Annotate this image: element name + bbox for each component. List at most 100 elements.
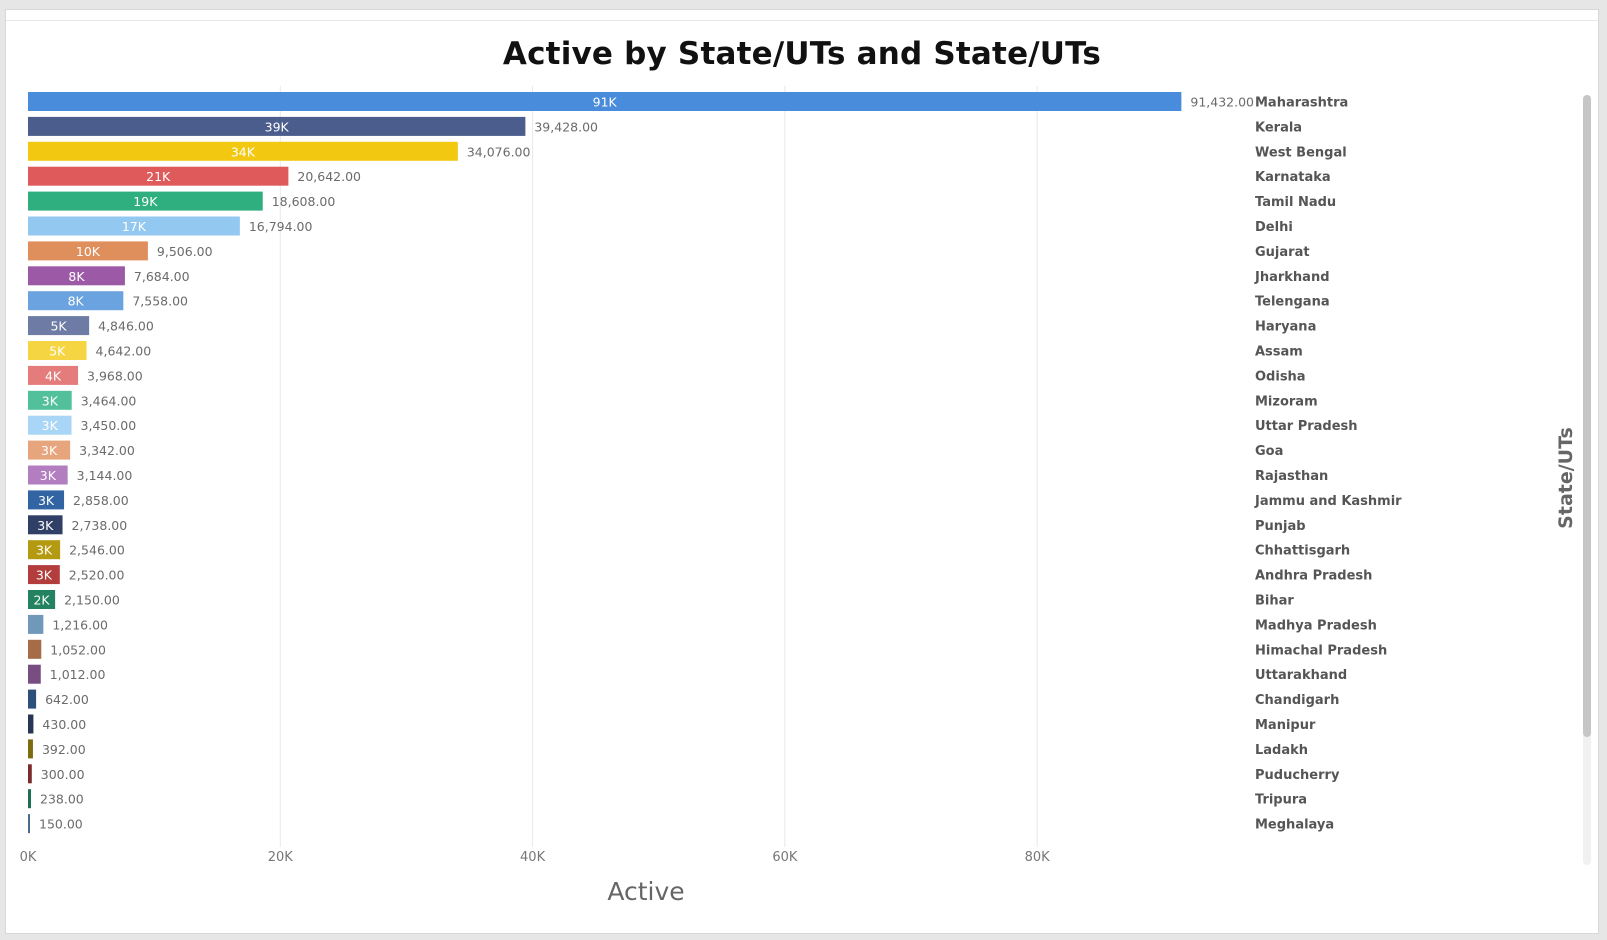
vertical-scrollbar[interactable] xyxy=(1583,95,1591,865)
y-axis-title: State/UTs xyxy=(1555,427,1577,529)
bar-inner-label: 4K xyxy=(45,368,62,383)
bar xyxy=(28,191,263,211)
category-label: Mizoram xyxy=(1255,394,1318,409)
bar-inner-label: 3K xyxy=(42,393,59,408)
category-label: Delhi xyxy=(1255,220,1293,235)
bar-value-label: 430.00 xyxy=(42,717,86,732)
bar-value-label: 3,464.00 xyxy=(81,393,137,408)
bar xyxy=(28,490,65,510)
bar-value-label: 3,144.00 xyxy=(77,468,133,483)
bar-inner-label: 39K xyxy=(265,119,290,134)
bar-value-label: 392.00 xyxy=(42,742,86,757)
category-label: Puducherry xyxy=(1255,768,1340,783)
bar-inner-label: 3K xyxy=(37,518,54,533)
category-label: Punjab xyxy=(1255,519,1306,534)
bar xyxy=(28,116,526,136)
bar xyxy=(28,814,30,834)
bar xyxy=(28,689,37,709)
bar xyxy=(28,415,72,435)
category-label: Assam xyxy=(1255,345,1303,360)
bar-inner-label: 8K xyxy=(68,294,85,309)
bar-inner-label: 17K xyxy=(122,219,147,234)
bar-inner-label: 2K xyxy=(33,593,50,608)
bar-value-label: 3,342.00 xyxy=(79,443,135,458)
bar xyxy=(28,316,90,336)
scrollbar-thumb[interactable] xyxy=(1583,95,1591,737)
bar-inner-label: 3K xyxy=(41,443,58,458)
bar-value-label: 642.00 xyxy=(45,692,89,707)
bar-value-label: 39,428.00 xyxy=(534,119,598,134)
bar-value-label: 4,642.00 xyxy=(96,344,152,359)
category-label: Chhattisgarh xyxy=(1255,544,1350,559)
bars xyxy=(28,92,1182,834)
category-label: Andhra Pradesh xyxy=(1255,569,1372,584)
bar-value-label: 18,608.00 xyxy=(272,194,336,209)
bar xyxy=(28,540,61,560)
bar xyxy=(28,515,63,535)
bar xyxy=(28,639,42,659)
bar xyxy=(28,739,33,759)
bar-inner-label: 10K xyxy=(76,244,101,259)
bar-value-label: 7,558.00 xyxy=(132,294,188,309)
bar-inner-label: 19K xyxy=(133,194,158,209)
bar-value-label: 238.00 xyxy=(40,792,84,807)
bar-inner-label: 3K xyxy=(36,568,53,583)
x-tick-label: 0K xyxy=(20,850,37,865)
category-label: Ladakh xyxy=(1255,743,1308,758)
bar-value-label: 300.00 xyxy=(41,767,85,782)
bar-inner-label: 3K xyxy=(42,418,59,433)
bar-value-label: 16,794.00 xyxy=(249,219,313,234)
bar-value-label: 4,846.00 xyxy=(98,319,154,334)
x-tick-label: 80K xyxy=(1025,850,1051,865)
bar-value-label: 2,858.00 xyxy=(73,493,129,508)
category-label: Manipur xyxy=(1255,718,1316,733)
category-label: Karnataka xyxy=(1255,170,1331,185)
bar xyxy=(28,92,1182,111)
x-axis-ticks: 0K 20K 40K 60K 80K xyxy=(20,850,1051,865)
bar xyxy=(28,764,32,784)
bar xyxy=(28,216,240,236)
category-label: Uttarakhand xyxy=(1255,668,1347,683)
bar xyxy=(28,166,289,186)
bar-value-label: 1,052.00 xyxy=(50,642,106,657)
bar xyxy=(28,590,56,609)
bar-chart: 91K39K34K21K19K17K10K8K8K5K5K4K3K3K3K3K3… xyxy=(20,86,1577,906)
category-label: Jharkhand xyxy=(1254,270,1330,285)
bar xyxy=(28,266,125,286)
visual-header-strip xyxy=(6,10,1598,21)
bar-value-label: 2,546.00 xyxy=(69,543,125,558)
bar-value-label: 3,968.00 xyxy=(87,368,143,383)
category-label: Bihar xyxy=(1255,594,1294,609)
bar-value-label: 7,684.00 xyxy=(134,269,190,284)
category-label: Chandigarh xyxy=(1255,693,1339,708)
bar xyxy=(28,390,72,410)
category-label: Rajasthan xyxy=(1255,469,1328,484)
category-label: Tripura xyxy=(1255,793,1307,808)
category-label: Odisha xyxy=(1255,369,1306,384)
category-labels: Maharashtra Kerala West Bengal Karnataka Tam… xyxy=(1254,96,1402,833)
bar xyxy=(28,714,34,734)
x-tick-label: 20K xyxy=(268,850,294,865)
bar-value-label: 1,012.00 xyxy=(50,667,106,682)
bar-inner-label: 5K xyxy=(50,319,67,334)
bar xyxy=(28,365,79,385)
category-label: Gujarat xyxy=(1255,245,1310,260)
bar-inner-label: 3K xyxy=(40,468,57,483)
bar xyxy=(28,789,32,809)
category-label: Tamil Nadu xyxy=(1255,195,1336,210)
bar xyxy=(28,440,71,460)
bar-inner-label: 5K xyxy=(49,344,66,359)
bar xyxy=(28,141,458,161)
bar-value-label: 91,432.00 xyxy=(1190,95,1254,110)
category-label: Goa xyxy=(1255,444,1283,459)
bar-value-label: 150.00 xyxy=(39,817,83,832)
category-label: Meghalaya xyxy=(1255,818,1334,833)
category-label: Haryana xyxy=(1255,320,1316,335)
bar xyxy=(28,664,41,684)
bar-value-label: 1,216.00 xyxy=(52,617,108,632)
gridlines xyxy=(279,86,1038,847)
bar-inner-label: 34K xyxy=(231,144,256,159)
category-label: Himachal Pradesh xyxy=(1255,643,1387,658)
category-label: Maharashtra xyxy=(1255,96,1348,111)
bar-value-label: 2,738.00 xyxy=(72,518,128,533)
